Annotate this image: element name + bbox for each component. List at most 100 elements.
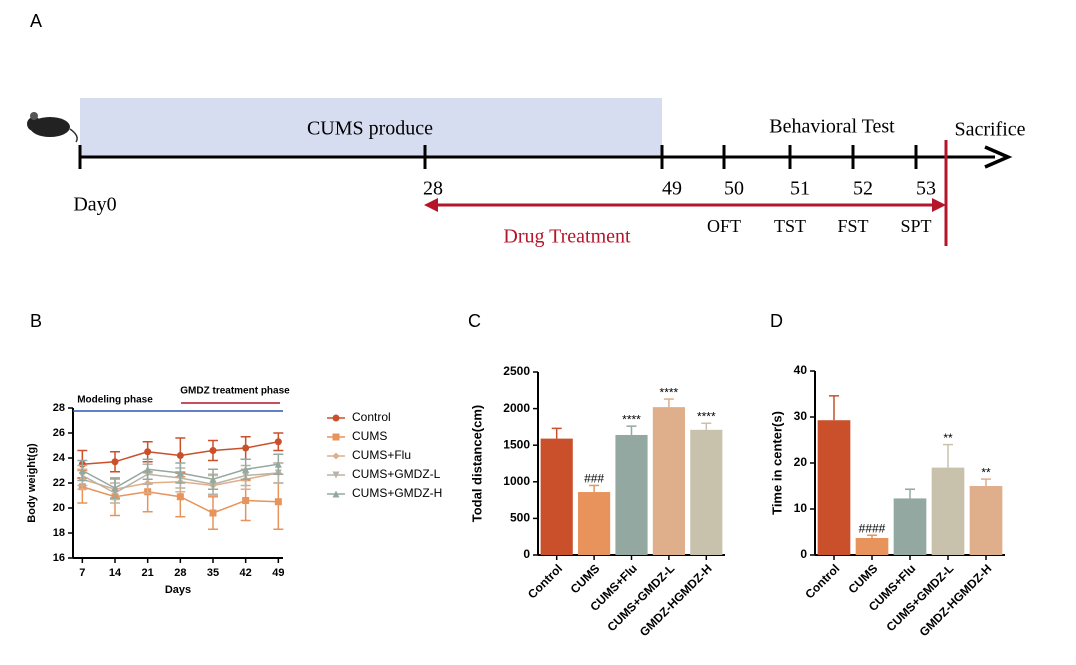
marker xyxy=(78,467,86,474)
annotation: GMDZ treatment phase xyxy=(180,386,290,397)
significance-label: **** xyxy=(622,412,641,426)
significance-label: **** xyxy=(697,409,716,423)
legend-label: CUMS xyxy=(352,429,387,443)
marker xyxy=(332,433,340,441)
marker xyxy=(242,465,250,473)
annotation: Modeling phase xyxy=(77,395,153,406)
marker xyxy=(176,469,184,477)
x-tick-label: CUMS xyxy=(845,561,880,596)
y-tick-label: 1000 xyxy=(503,474,530,488)
legend-label: CUMS+GMDZ-H xyxy=(352,486,442,500)
marker xyxy=(209,447,217,454)
marker xyxy=(274,438,282,446)
test-label: FST xyxy=(837,216,868,236)
panel-label: C xyxy=(468,311,481,331)
marker xyxy=(274,460,282,468)
x-tick-label: 49 xyxy=(272,567,284,579)
panel-label: D xyxy=(770,311,783,331)
day-label: 51 xyxy=(790,178,810,200)
day-label: 50 xyxy=(724,178,744,200)
x-axis-label: Days xyxy=(165,584,191,596)
significance-label: ### xyxy=(584,472,604,486)
y-tick-label: 40 xyxy=(794,363,808,377)
y-tick-label: 0 xyxy=(523,547,530,561)
marker xyxy=(332,414,340,422)
y-tick-label: 30 xyxy=(794,409,808,423)
y-tick-label: 500 xyxy=(510,511,530,525)
day-label: 52 xyxy=(853,178,873,200)
x-tick-label: 35 xyxy=(207,567,219,579)
phase-label: CUMS produce xyxy=(307,118,433,140)
y-axis-label: Todal distance(cm) xyxy=(469,405,484,523)
legend-label: CUMS+Flu xyxy=(352,448,411,462)
x-tick-label: GMDZ-HGMDZ-H xyxy=(917,561,995,639)
y-tick-label: 16 xyxy=(53,552,65,564)
day-label: 53 xyxy=(916,178,936,200)
timeline: CUMS produce Behavioral Test Sacrifice D… xyxy=(27,98,1026,248)
marker xyxy=(111,458,119,466)
test-label: OFT xyxy=(707,216,741,236)
y-axis-label: Time in center(s) xyxy=(769,411,784,515)
marker xyxy=(144,448,152,456)
y-tick-label: 1500 xyxy=(503,437,530,451)
y-tick-label: 22 xyxy=(53,477,65,489)
legend-label: Control xyxy=(352,410,391,424)
bar xyxy=(855,537,889,555)
day-label: 28 xyxy=(423,178,443,200)
axis-arrow xyxy=(984,145,1013,169)
drug-label: Drug Treatment xyxy=(503,226,631,248)
y-tick-label: 24 xyxy=(53,452,66,464)
behavior-label: Behavioral Test xyxy=(769,116,895,138)
x-tick-label: CUMS+GMDZ-L xyxy=(604,561,677,634)
marker xyxy=(274,498,282,506)
x-tick-label: GMDZ-HGMDZ-H xyxy=(637,561,715,639)
significance-label: ** xyxy=(981,465,991,479)
significance-label: ** xyxy=(943,431,953,445)
bar xyxy=(893,498,927,555)
panel-label: B xyxy=(30,311,42,331)
y-tick-label: 20 xyxy=(794,455,808,469)
y-tick-label: 18 xyxy=(53,527,65,539)
bar xyxy=(615,434,648,555)
start-label: Day0 xyxy=(73,194,116,216)
x-tick-label: 14 xyxy=(109,567,122,579)
x-tick-label: 7 xyxy=(79,567,85,579)
y-tick-label: 26 xyxy=(53,427,65,439)
x-tick-label: CUMS+GMDZ-L xyxy=(884,561,957,634)
marker xyxy=(111,484,119,492)
marker xyxy=(242,497,250,504)
test-label: SPT xyxy=(900,216,931,236)
bar xyxy=(931,467,965,555)
marker xyxy=(176,493,184,501)
marker xyxy=(332,452,340,460)
y-tick-label: 0 xyxy=(800,547,807,561)
marker xyxy=(332,471,340,479)
bar xyxy=(578,492,611,555)
bar xyxy=(540,438,573,555)
x-tick-label: 21 xyxy=(142,567,154,579)
day-label: 49 xyxy=(662,178,682,200)
y-tick-label: 10 xyxy=(794,501,808,515)
x-tick-label: Control xyxy=(802,561,842,601)
y-tick-label: 2500 xyxy=(503,364,530,378)
bar xyxy=(817,420,851,555)
phase-band xyxy=(80,98,662,157)
legend-label: CUMS+GMDZ-L xyxy=(352,467,441,481)
marker xyxy=(144,465,152,473)
significance-label: #### xyxy=(859,521,886,535)
y-axis-label: Body weight(g) xyxy=(26,443,38,523)
bar xyxy=(969,486,1003,555)
x-tick-label: 42 xyxy=(240,567,252,579)
end-label: Sacrifice xyxy=(954,119,1025,141)
marker xyxy=(176,452,184,459)
test-label: TST xyxy=(774,216,806,236)
significance-label: **** xyxy=(660,385,679,399)
marker xyxy=(209,509,217,517)
bar xyxy=(652,407,685,555)
mouse-icon xyxy=(27,112,78,143)
panel-label: A xyxy=(30,11,42,31)
marker xyxy=(332,490,340,498)
x-tick-label: 28 xyxy=(174,567,186,579)
bar xyxy=(690,429,723,555)
